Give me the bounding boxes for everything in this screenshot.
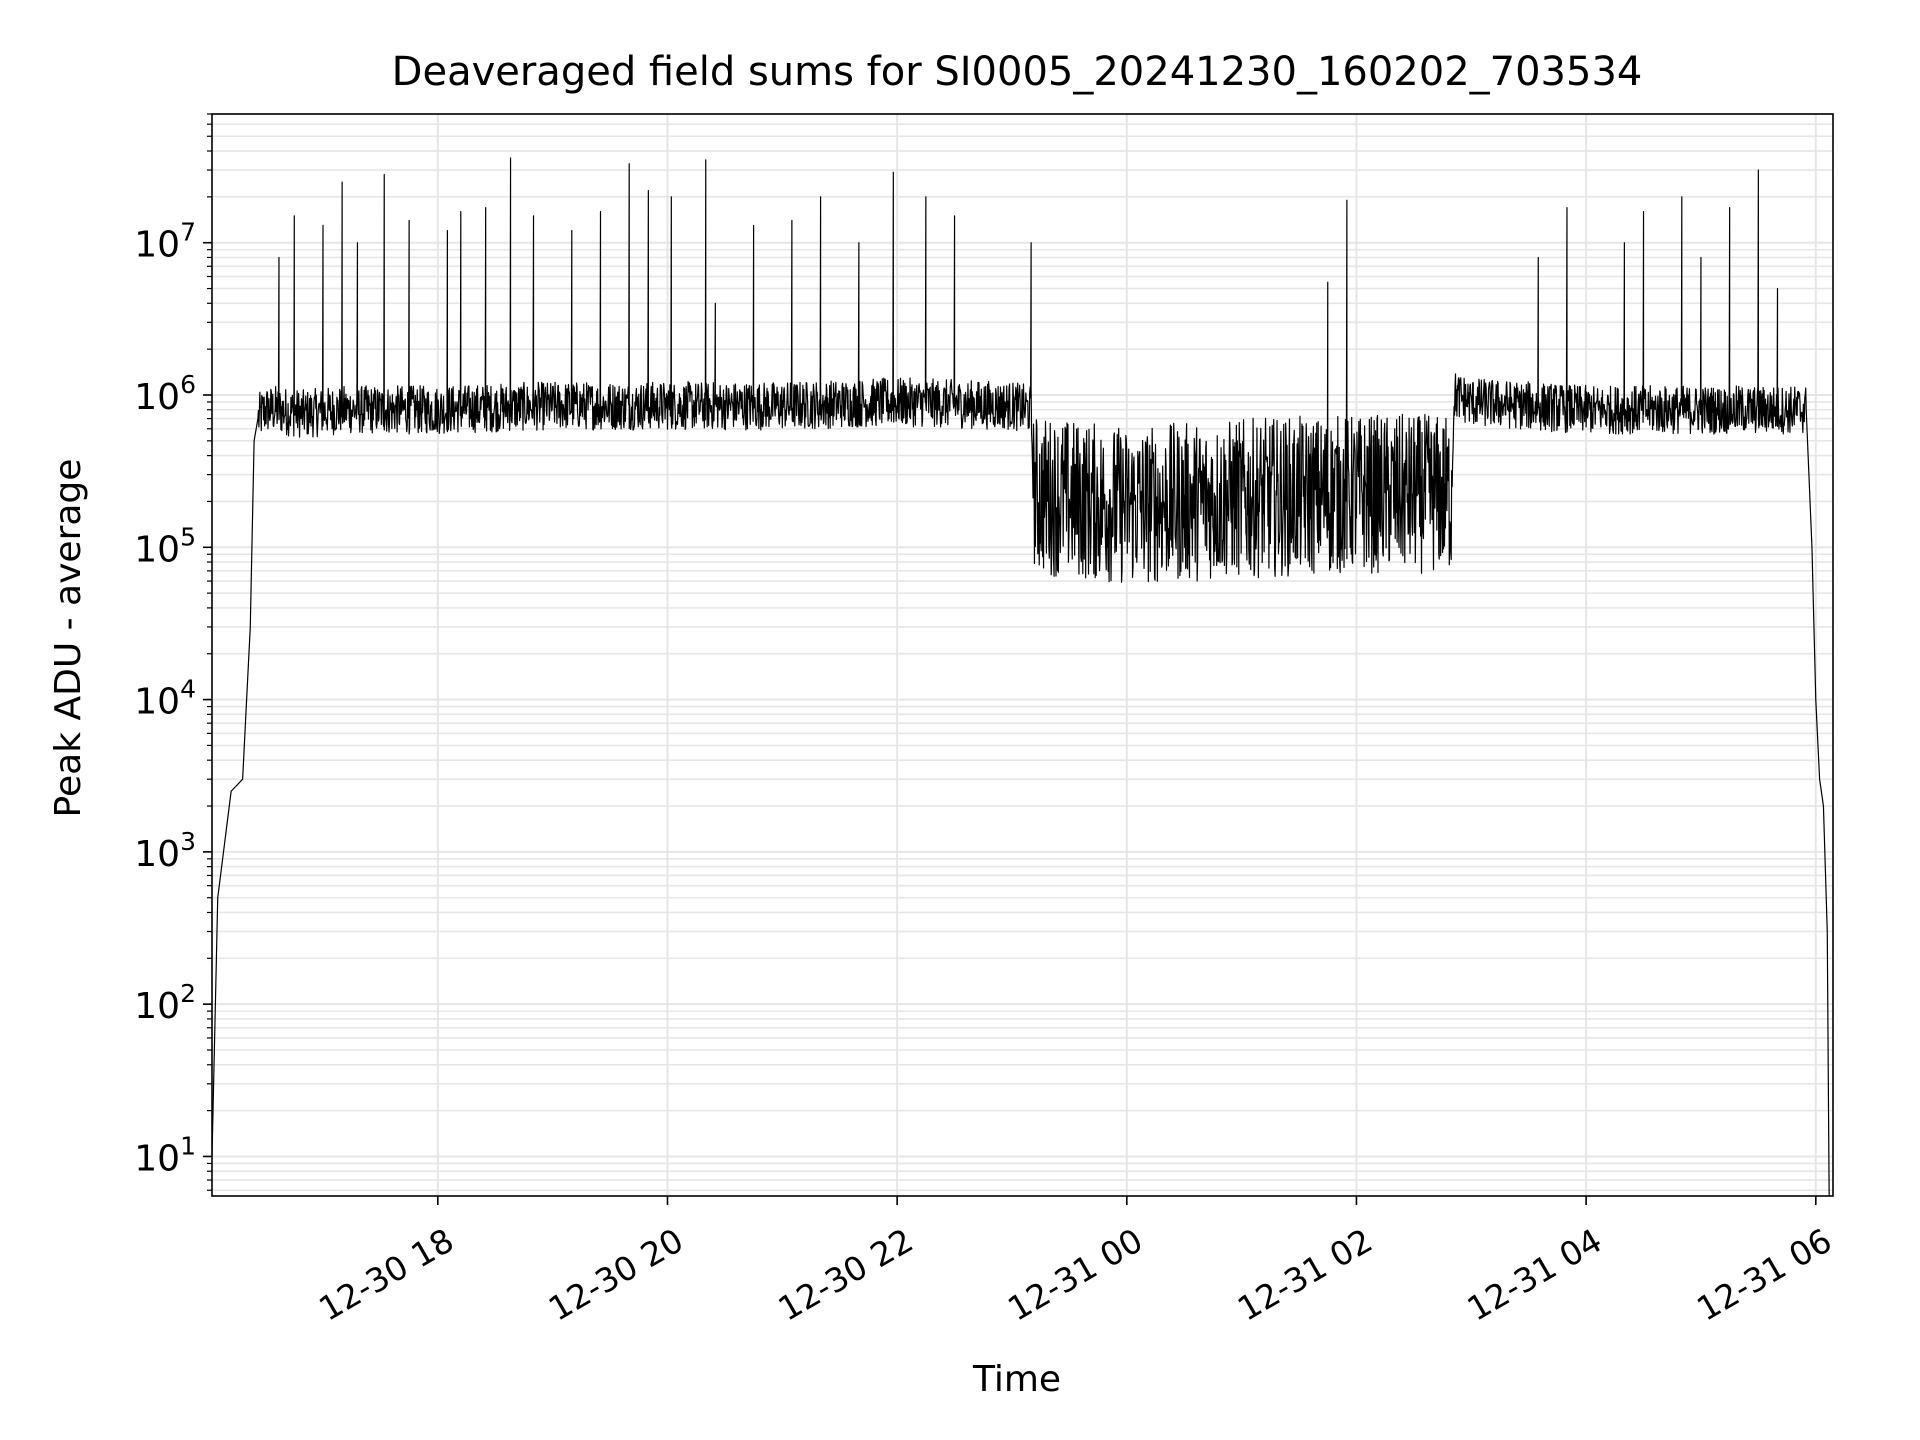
x-ticks: 12-30 18 12-30 20 12-30 22 12-31 00 12-31 02… [312,1196,1838,1329]
x-tick-label: 12-31 02 [1231,1221,1379,1329]
x-tick-label: 12-31 06 [1690,1221,1838,1329]
chart-title: Deaveraged field sums for SI0005_2024123… [392,49,1643,95]
minor-y-ticks [207,113,212,1191]
plot-frame [211,113,1834,1197]
grid-layer [212,113,1833,1196]
y-tick-label: 101 [134,1131,196,1179]
series-line [211,157,1830,1197]
y-tick-label: 107 [134,218,196,266]
x-tick-label: 12-31 00 [1001,1221,1149,1329]
y-tick-label: 106 [134,370,196,418]
y-tick-label: 105 [134,522,196,570]
y-axis-label: Peak ADU - average [48,459,89,818]
x-tick-label: 12-30 20 [542,1221,690,1329]
x-tick-label: 12-30 22 [772,1221,920,1329]
x-tick-label: 12-31 04 [1460,1221,1608,1329]
y-tick-label: 102 [134,979,196,1027]
y-tick-label: 103 [134,827,196,875]
y-tick-label: 104 [134,675,196,723]
y-ticks: 101 102 103 104 105 106 107 [134,218,212,1179]
x-tick-label: 12-30 18 [312,1221,460,1329]
x-axis-label: Time [972,1359,1061,1400]
